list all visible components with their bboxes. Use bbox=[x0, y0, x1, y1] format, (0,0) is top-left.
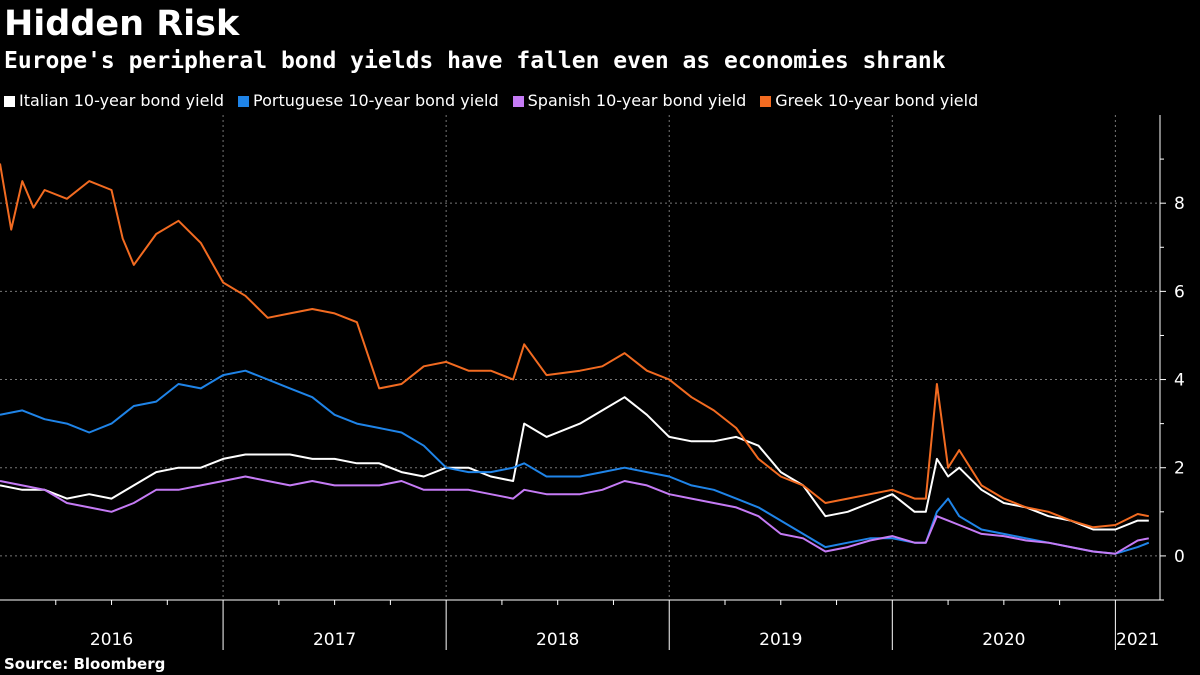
chart-subtitle: Europe's peripheral bond yields have fal… bbox=[4, 48, 946, 74]
y-tick-label: 2 bbox=[1174, 459, 1185, 479]
legend-label-portuguese: Portuguese 10-year bond yield bbox=[253, 91, 499, 110]
legend-swatch-italian bbox=[4, 95, 15, 107]
legend-swatch-portuguese bbox=[238, 95, 250, 107]
legend-item-spanish: Spanish 10-year bond yield bbox=[512, 90, 747, 112]
legend-label-italian: Italian 10-year bond yield bbox=[19, 91, 225, 110]
x-tick-label: 2018 bbox=[536, 630, 579, 650]
legend-swatch-greek bbox=[760, 95, 772, 107]
x-tick-label: 2016 bbox=[90, 630, 133, 650]
x-tick-label: 2021 bbox=[1116, 630, 1159, 650]
series-line-spanish bbox=[0, 475, 1149, 555]
series-line-portuguese bbox=[0, 369, 1150, 555]
source-note: Source: Bloomberg bbox=[4, 655, 166, 673]
x-tick-label: 2020 bbox=[982, 630, 1025, 650]
chart-title: Hidden Risk bbox=[4, 4, 240, 44]
legend-label-greek: Greek 10-year bond yield bbox=[775, 91, 979, 110]
legend-item-italian: Italian 10-year bond yield bbox=[4, 90, 224, 112]
legend-swatch-spanish bbox=[512, 95, 524, 107]
legend-item-portuguese: Portuguese 10-year bond yield bbox=[238, 90, 499, 112]
legend-label-spanish: Spanish 10-year bond yield bbox=[527, 91, 747, 110]
legend-item-greek: Greek 10-year bond yield bbox=[760, 90, 978, 112]
legend: Italian 10-year bond yield Portuguese 10… bbox=[4, 90, 978, 112]
y-tick-label: 0 bbox=[1174, 547, 1185, 567]
y-tick-label: 8 bbox=[1174, 194, 1185, 214]
x-tick-label: 2019 bbox=[759, 630, 802, 650]
y-tick-label: 4 bbox=[1174, 371, 1185, 391]
x-tick-label: 2017 bbox=[313, 630, 356, 650]
series-line-italian bbox=[0, 396, 1149, 531]
series-line-greek bbox=[0, 163, 1149, 529]
y-tick-label: 6 bbox=[1174, 282, 1185, 302]
